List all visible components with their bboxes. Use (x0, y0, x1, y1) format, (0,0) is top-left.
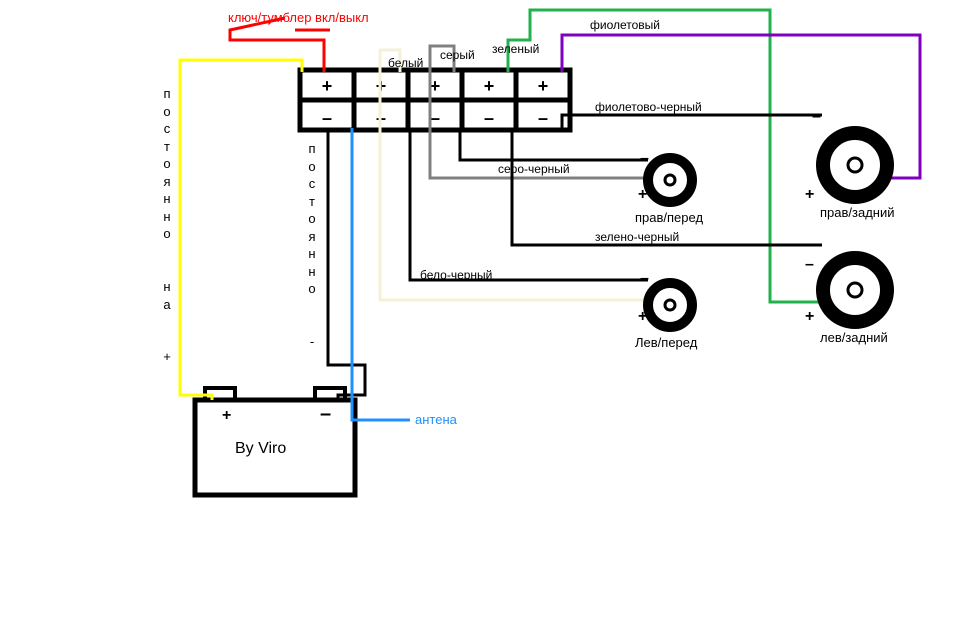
label-gray: серый (440, 48, 475, 62)
label-green: зеленый (492, 42, 539, 56)
svg-text:–: – (322, 108, 332, 128)
svg-text:+: + (222, 407, 231, 424)
label-gray-black: серо-черный (498, 162, 570, 176)
speaker-right-rear (823, 133, 887, 197)
label-battery-brand: By Viro (235, 440, 286, 458)
svg-text:+: + (322, 76, 333, 96)
label-const-minus: постоянно- (305, 140, 319, 351)
terminal-block: +++++ ––––– (300, 70, 570, 130)
label-violet: фиолетовый (590, 18, 660, 32)
wire-black-gnd (328, 128, 365, 400)
speaker-right-front (648, 158, 692, 202)
wire-violet-neg (562, 115, 822, 128)
label-antenna: антена (415, 412, 457, 427)
speaker-left-front (648, 283, 692, 327)
label-left-rear: лев/задний (820, 330, 888, 345)
speakers (648, 133, 887, 327)
label-green-black: зелено-черный (595, 230, 679, 244)
wire-red-switch (230, 18, 330, 72)
label-switch: ключ/тумблер вкл/выкл (228, 10, 369, 25)
label-right-rear: прав/задний (820, 205, 895, 220)
label-left-front: Лев/перед (635, 335, 697, 350)
speaker-left-rear (823, 258, 887, 322)
svg-text:–: – (484, 108, 494, 128)
svg-text:–: – (538, 108, 548, 128)
wire-yellow (180, 60, 302, 400)
label-right-front: прав/перед (635, 210, 703, 225)
label-const-plus: постояннона+ (160, 85, 174, 366)
svg-text:+: + (484, 76, 495, 96)
label-violet-black: фиолетово-черный (595, 100, 702, 114)
wire-green-neg (512, 128, 822, 245)
wire-white-neg (410, 128, 648, 280)
svg-text:+: + (538, 76, 549, 96)
label-white-black: бело-черный (420, 268, 492, 282)
wire-gray-neg (460, 128, 648, 160)
svg-text:–: – (320, 403, 331, 425)
label-white: белый (388, 56, 423, 70)
